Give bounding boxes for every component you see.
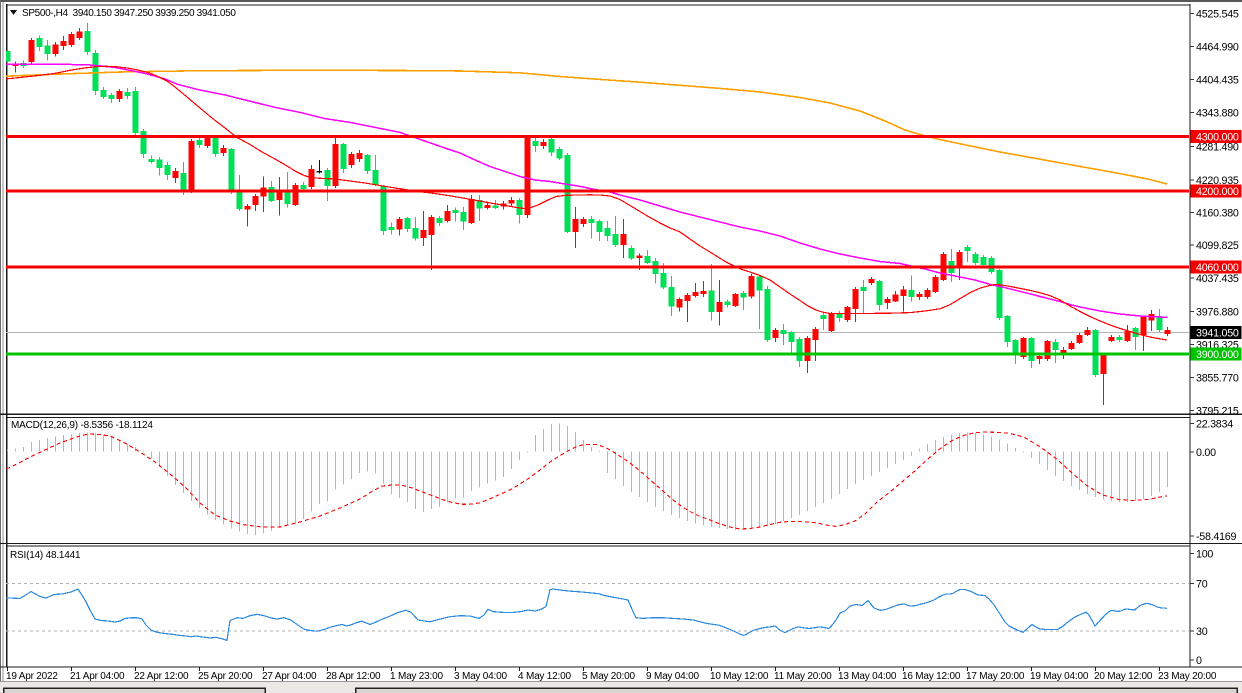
svg-text:22 Apr 12:00: 22 Apr 12:00 [134,671,189,682]
svg-text:4464.990: 4464.990 [1196,41,1239,53]
svg-text:70: 70 [1196,578,1208,590]
svg-text:0.00: 0.00 [1196,447,1216,459]
svg-text:3795.215: 3795.215 [1196,405,1239,417]
svg-text:4099.825: 4099.825 [1196,240,1239,252]
svg-text:4060.000: 4060.000 [1196,262,1239,274]
svg-text:4404.435: 4404.435 [1196,74,1239,86]
svg-text:4160.380: 4160.380 [1196,207,1239,219]
svg-text:3 May 04:00: 3 May 04:00 [454,671,507,682]
svg-text:3976.880: 3976.880 [1196,307,1239,319]
svg-text:0: 0 [1196,655,1202,667]
svg-text:RSI(14) 48.1441: RSI(14) 48.1441 [10,550,81,561]
svg-text:3855.770: 3855.770 [1196,372,1239,384]
svg-text:9 May 04:00: 9 May 04:00 [646,671,699,682]
svg-text:4343.880: 4343.880 [1196,107,1239,119]
svg-text:3941.050: 3941.050 [1196,328,1239,340]
svg-text:28 Apr 12:00: 28 Apr 12:00 [326,671,381,682]
svg-text:19 Apr 2022: 19 Apr 2022 [6,671,58,682]
svg-text:20 May 12:00: 20 May 12:00 [1094,671,1153,682]
svg-text:4281.490: 4281.490 [1196,141,1239,153]
svg-text:17 May 20:00: 17 May 20:00 [966,671,1025,682]
svg-text:MACD(12,26,9) -8.5356 -18.1124: MACD(12,26,9) -8.5356 -18.1124 [11,420,153,431]
svg-text:21 Apr 04:00: 21 Apr 04:00 [70,671,125,682]
svg-text:100: 100 [1196,549,1213,561]
svg-text:23 May 20:00: 23 May 20:00 [1158,671,1217,682]
svg-text:4037.435: 4037.435 [1196,273,1239,285]
svg-text:1 May 23:00: 1 May 23:00 [390,671,443,682]
svg-text:13 May 04:00: 13 May 04:00 [838,671,897,682]
svg-text:11 May 20:00: 11 May 20:00 [774,671,832,682]
svg-text:4 May 12:00: 4 May 12:00 [518,671,571,682]
svg-text:16 May 12:00: 16 May 12:00 [902,671,961,682]
svg-text:19 May 04:00: 19 May 04:00 [1030,671,1089,682]
svg-text:4300.000: 4300.000 [1196,132,1239,144]
svg-text:3900.000: 3900.000 [1196,349,1239,361]
svg-text:4200.000: 4200.000 [1196,186,1239,198]
svg-text:25 Apr 20:00: 25 Apr 20:00 [198,671,253,682]
svg-text:4220.935: 4220.935 [1196,175,1239,187]
svg-text:10 May 12:00: 10 May 12:00 [710,671,769,682]
svg-text:22.3834: 22.3834 [1196,419,1233,431]
svg-text:SP500-,H4 3940.150 3947.250 3: SP500-,H4 3940.150 3947.250 3939.250 394… [22,8,236,19]
svg-text:27 Apr 04:00: 27 Apr 04:00 [262,671,317,682]
svg-text:4525.545: 4525.545 [1196,8,1239,20]
svg-text:30: 30 [1196,626,1208,638]
svg-text:5 May 20:00: 5 May 20:00 [582,671,635,682]
svg-text:-58.4169: -58.4169 [1196,531,1236,543]
